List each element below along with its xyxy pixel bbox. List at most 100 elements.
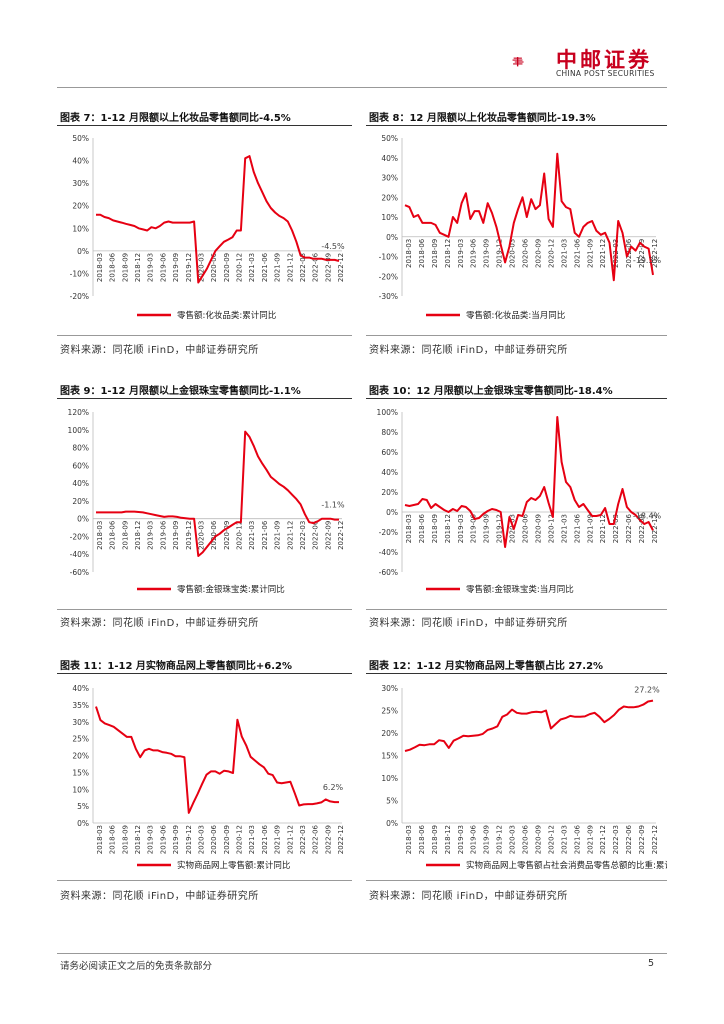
x-tick-label: 2022-12: [337, 825, 345, 854]
y-tick-label: 20%: [72, 202, 89, 211]
panel-title-11: 图表 11：1-12 月实物商品网上零售额同比+6.2%: [60, 661, 293, 672]
source-divider: [366, 880, 667, 881]
y-tick-label: 10%: [72, 785, 89, 794]
x-tick-label: 2021-03: [560, 514, 568, 543]
x-tick-label: 2018-09: [431, 239, 439, 268]
x-tick-label: 2022-12: [337, 521, 345, 550]
y-tick-label: 30%: [381, 174, 398, 183]
x-tick-label: 2020-09: [223, 825, 231, 854]
y-tick-label: 60%: [381, 448, 398, 457]
y-tick-label: 20%: [72, 752, 89, 761]
x-tick-label: 2022-09: [324, 521, 332, 550]
y-tick-label: 30%: [381, 684, 398, 693]
source-9: 资料来源：同花顺 iFinD，中邮证券研究所: [60, 618, 259, 629]
series-line: [404, 416, 654, 548]
x-tick-label: 2020-12: [236, 825, 244, 854]
x-tick-label: 2021-09: [274, 253, 282, 282]
x-tick-label: 2021-09: [586, 514, 594, 543]
x-tick-label: 2020-03: [197, 521, 205, 550]
y-tick-label: 0%: [77, 247, 89, 256]
x-tick-label: 2020-06: [210, 252, 218, 282]
x-tick-label: 2022-06: [625, 513, 633, 543]
end-value-label: -1.1%: [321, 501, 345, 510]
x-tick-label: 2018-09: [431, 825, 439, 854]
y-tick-label: -40%: [379, 548, 398, 557]
x-tick-label: 2019-06: [159, 252, 167, 282]
source-divider: [57, 609, 352, 610]
panel-title-8: 图表 8：12 月限额以上化妆品零售额同比-19.3%: [369, 113, 596, 124]
x-tick-label: 2019-12: [496, 825, 504, 854]
x-tick-label: 2022-03: [299, 521, 307, 550]
y-tick-label: 0%: [386, 508, 398, 517]
x-tick-label: 2019-09: [172, 521, 180, 550]
x-tick-label: 2018-06: [418, 238, 426, 268]
x-tick-label: 2021-09: [274, 521, 282, 550]
y-tick-label: 0%: [386, 233, 398, 242]
x-tick-label: 2022-06: [625, 824, 633, 854]
chart-12: 0% 5% 10% 15% 20% 25% 30% 2018-03 2018-06 2018-09…: [381, 684, 667, 871]
chart-11: 0% 5% 10% 15% 20% 25% 30% 35% 40% 2018-03 2018-06 2…: [72, 684, 345, 871]
x-tick-label: 2022-09: [324, 825, 332, 854]
x-tick-label: 2019-09: [483, 514, 491, 543]
x-tick-label: 2020-06: [210, 520, 218, 550]
x-tick-label: 2019-09: [172, 253, 180, 282]
chart-9: -60% -40% -20% 0% 20% 40% 60% 80% 100% 120% 2018-0…: [68, 408, 345, 595]
panel-title-12: 图表 12：1-12 月实物商品网上零售额占比 27.2%: [369, 661, 604, 672]
y-tick-label: 30%: [72, 718, 89, 727]
x-tick-label: 2019-03: [457, 514, 465, 543]
x-tick-label: 2020-09: [534, 825, 542, 854]
china-post-logo-icon: [512, 57, 524, 67]
source-7: 资料来源：同花顺 iFinD，中邮证券研究所: [60, 345, 259, 356]
x-tick-label: 2019-12: [185, 521, 193, 550]
x-tick-label: 2020-12: [547, 825, 555, 854]
y-tick-label: 15%: [381, 752, 398, 761]
y-tick-label: -20%: [379, 528, 398, 537]
x-tick-label: 2020-12: [547, 514, 555, 543]
x-tick-label: 2020-09: [223, 253, 231, 282]
x-tick-label: 2022-12: [651, 239, 659, 268]
x-tick-label: 2019-06: [159, 520, 167, 550]
x-tick-label: 2019-06: [470, 513, 478, 543]
x-tick-label: 2022-09: [638, 239, 646, 268]
x-tick-label: 2019-03: [457, 239, 465, 268]
end-value-label: -19.3%: [633, 256, 662, 265]
source-divider: [57, 335, 352, 336]
y-tick-label: 15%: [72, 768, 89, 777]
x-tick-label: 2019-03: [147, 253, 155, 282]
y-tick-label: -10%: [379, 253, 398, 262]
y-tick-label: 60%: [72, 461, 89, 470]
y-tick-label: 10%: [381, 774, 398, 783]
y-tick-label: 50%: [72, 134, 89, 143]
x-tick-label: 2022-09: [638, 514, 646, 543]
y-tick-label: -10%: [70, 269, 89, 278]
y-tick-label: 40%: [381, 468, 398, 477]
y-tick-label: 80%: [72, 444, 89, 453]
x-tick-label: 2022-03: [612, 514, 620, 543]
y-tick-label: -20%: [379, 272, 398, 281]
x-tick-label: 2019-09: [483, 825, 491, 854]
chart-8: -30% -20% -10% 0% 10% 20% 30% 40% 50% 2018-03 2018…: [379, 134, 662, 321]
page-number: 5: [648, 958, 655, 969]
x-tick-label: 2018-06: [418, 824, 426, 854]
x-tick-label: 2021-03: [248, 253, 256, 282]
x-tick-label: 2021-12: [286, 253, 294, 282]
y-tick-label: 120%: [68, 408, 89, 417]
x-tick-label: 2022-03: [612, 825, 620, 854]
x-tick-label: 2022-03: [299, 253, 307, 282]
footer-divider: [57, 953, 667, 954]
x-tick-label: 2018-12: [444, 825, 452, 854]
x-tick-label: 2018-09: [431, 514, 439, 543]
y-tick-label: 0%: [386, 819, 398, 828]
panel-title-7: 图表 7：1-12 月限额以上化妆品零售额同比-4.5%: [60, 113, 291, 124]
end-value-label: 27.2%: [634, 686, 660, 695]
y-tick-label: 5%: [77, 802, 89, 811]
x-tick-label: 2018-12: [134, 521, 142, 550]
series-line: [95, 706, 339, 814]
x-tick-label: 2020-09: [223, 521, 231, 550]
x-tick-label: 2022-06: [312, 824, 320, 854]
x-tick-label: 2022-03: [299, 825, 307, 854]
x-tick-label: 2018-09: [121, 825, 129, 854]
x-tick-label: 2018-12: [134, 825, 142, 854]
end-value-label: 6.2%: [323, 783, 344, 792]
series-line: [96, 430, 339, 557]
